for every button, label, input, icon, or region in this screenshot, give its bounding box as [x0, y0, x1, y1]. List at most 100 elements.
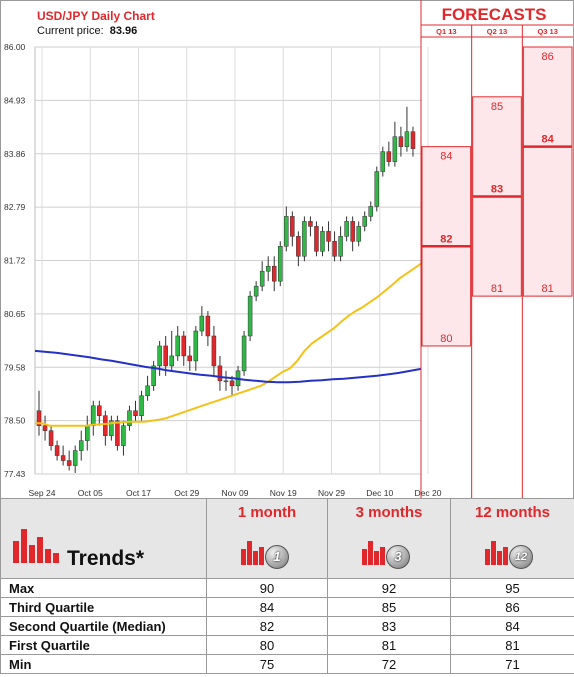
- candlestick: [54, 440, 60, 461]
- candle-body: [398, 136, 404, 147]
- bar-chart-icon: [485, 537, 519, 569]
- candle-body: [404, 131, 410, 147]
- forecast-panel: Q1 13 84 82 80 Q2 13 85 83 81 Q3 13 86 84 81: [420, 0, 573, 498]
- candle-body: [169, 355, 174, 367]
- row-value: 83: [327, 616, 451, 636]
- candlestick: [211, 326, 217, 376]
- forecast-q3-label: 86: [542, 51, 554, 63]
- candle-body: [157, 345, 162, 367]
- trends-table: Trends* 1 month 1 3 months: [0, 498, 574, 674]
- chart-title: USD/JPY Daily Chart: [37, 9, 155, 23]
- candlestick: [338, 226, 343, 262]
- forecast-header: FORECASTS: [442, 5, 547, 24]
- candlestick: [60, 445, 66, 466]
- forecast-median-label: 82: [440, 233, 452, 245]
- candlestick: [247, 291, 253, 341]
- row-value: 82: [206, 616, 328, 636]
- period-3-months: 3 months 3: [327, 498, 451, 579]
- candle-body: [187, 355, 193, 362]
- candlestick: [404, 106, 410, 152]
- candlestick: [356, 221, 361, 247]
- candlestick: [42, 415, 48, 441]
- candle-body: [374, 171, 380, 207]
- candle-body: [91, 405, 96, 426]
- candlestick: [157, 340, 162, 376]
- candle-body: [78, 440, 84, 451]
- candlestick: [410, 126, 416, 157]
- row-value: 81: [327, 635, 451, 655]
- candle-body: [284, 216, 289, 247]
- candlestick: [127, 405, 132, 431]
- candlestick: [265, 256, 271, 282]
- candlestick: [217, 355, 223, 391]
- candle-body: [85, 425, 90, 441]
- bar-chart-icon: [362, 537, 396, 569]
- candle-body: [127, 410, 132, 426]
- forecast-q3-label: 85: [491, 101, 503, 113]
- x-tick-label: Nov 29: [318, 488, 345, 498]
- candlestick: [350, 216, 355, 252]
- candlestick: [181, 331, 187, 366]
- candlestick: [380, 146, 386, 177]
- candle-body: [350, 221, 355, 242]
- trend-row-max: Max 90 92 95: [0, 578, 574, 598]
- candlestick: [320, 226, 325, 257]
- row-value: 92: [327, 578, 451, 598]
- candlestick: [175, 326, 180, 361]
- current-price-value: 83.96: [110, 25, 138, 37]
- candle-body: [48, 430, 54, 446]
- candlestick: [48, 425, 54, 451]
- candlestick: [290, 211, 295, 247]
- candlestick: [121, 420, 126, 456]
- period-badge-icon: 1: [265, 545, 289, 569]
- candlestick: [187, 345, 193, 371]
- candlestick: [36, 390, 42, 436]
- row-value: 72: [327, 654, 451, 674]
- candle-body: [326, 231, 331, 242]
- candlestick: [72, 445, 78, 474]
- candle-body: [386, 151, 392, 162]
- period-label: 1 month: [237, 504, 297, 521]
- candle-body: [145, 385, 150, 397]
- y-tick-label: 84.93: [4, 95, 26, 105]
- candle-body: [296, 236, 301, 257]
- candle-body: [211, 335, 217, 367]
- candlestick: [133, 400, 138, 421]
- row-value: 75: [206, 654, 328, 674]
- forecast-q1-label: 81: [491, 283, 503, 295]
- candlestick: [362, 211, 367, 232]
- forecast-median-label: 84: [542, 134, 555, 146]
- candle-body: [175, 335, 180, 357]
- forecast-q3-label: 84: [440, 151, 452, 163]
- candle-body: [241, 335, 247, 372]
- long-moving-average-line: [34, 349, 422, 384]
- candle-body: [380, 151, 386, 172]
- candlestick: [253, 281, 259, 302]
- candlestick: [97, 400, 102, 426]
- candle-body: [103, 415, 108, 436]
- candlestick: [223, 370, 229, 391]
- candlestick: [332, 231, 337, 262]
- trend-row-first-quartile: First Quartile 80 81 81: [0, 635, 574, 655]
- row-value: 85: [327, 597, 451, 617]
- candle-body: [356, 226, 361, 242]
- candle-body: [217, 365, 223, 382]
- row-label: Second Quartile (Median): [0, 616, 207, 636]
- candlestick: [66, 450, 72, 471]
- forecast-median-label: 83: [491, 183, 503, 195]
- candle-body: [362, 216, 367, 227]
- candlestick: [151, 360, 156, 391]
- forecast-range-box: [522, 46, 573, 297]
- candle-body: [151, 365, 156, 387]
- row-label: Max: [0, 578, 207, 598]
- candle-body: [72, 450, 78, 466]
- candlestick: [302, 216, 307, 262]
- candle-body: [271, 265, 277, 282]
- period-badge-icon: 3: [386, 545, 410, 569]
- trend-row-third-quartile: Third Quartile 84 85 86: [0, 597, 574, 617]
- candle-body: [60, 455, 66, 461]
- candle-body: [392, 136, 398, 162]
- candle-body: [259, 270, 265, 287]
- candlestick: [139, 390, 144, 421]
- candlestick: [278, 241, 283, 287]
